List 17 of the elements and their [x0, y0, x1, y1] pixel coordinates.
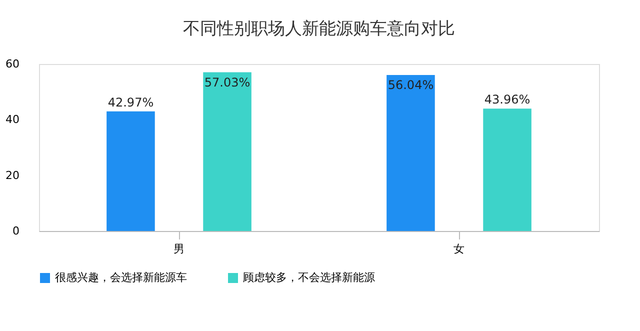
x-tick-label: 男: [174, 242, 184, 256]
y-tick-label: 20: [6, 168, 20, 182]
data-label: 43.96%: [484, 92, 530, 107]
legend-label: 顾虑较多，不会选择新能源: [243, 271, 375, 284]
bar: [106, 111, 155, 231]
bar: [483, 108, 532, 231]
y-tick-label: 60: [6, 58, 20, 70]
data-label: 42.97%: [108, 95, 154, 110]
bar: [203, 72, 252, 231]
data-label: 56.04%: [388, 78, 434, 92]
legend-label: 很感兴趣，会选择新能源车: [55, 271, 187, 284]
chart-title: 不同性别职场人新能源购车意向对比: [183, 19, 455, 39]
bar: [386, 75, 435, 231]
y-tick-label: 0: [12, 224, 20, 238]
x-tick-label: 女: [454, 242, 464, 256]
y-tick-label: 40: [6, 113, 20, 126]
data-label: 57.03%: [204, 75, 250, 90]
